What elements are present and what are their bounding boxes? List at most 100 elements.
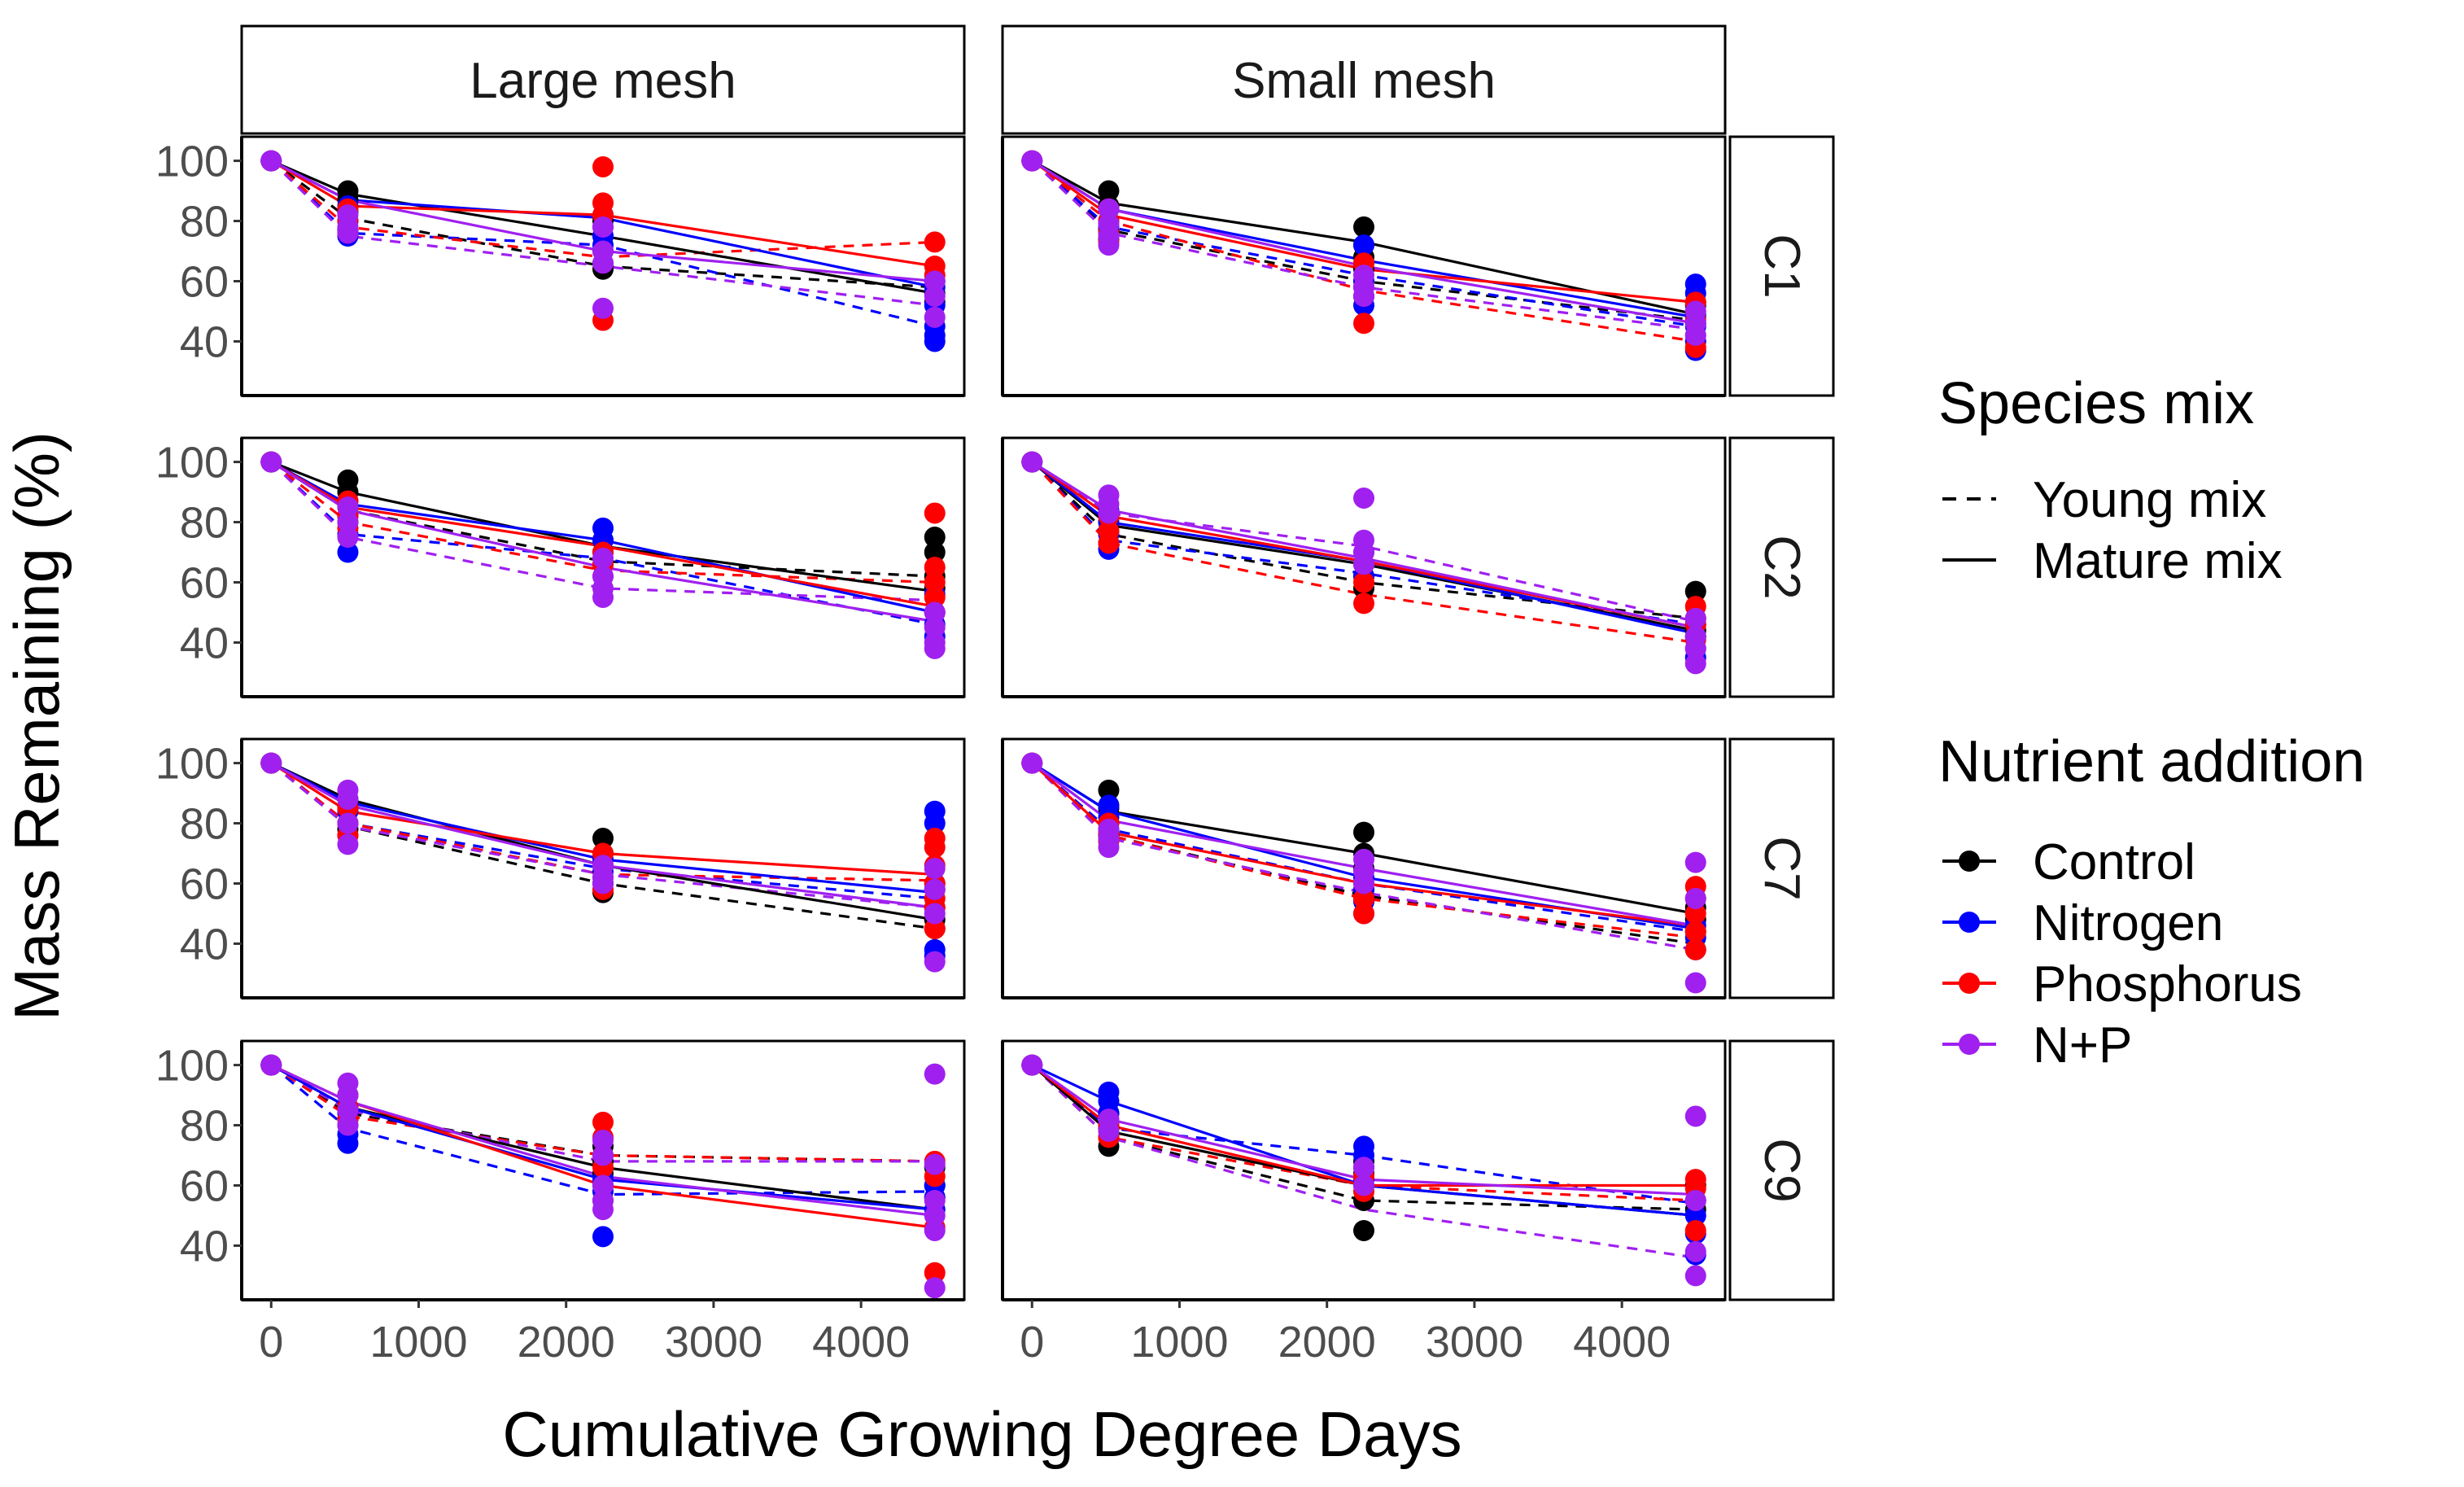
series-line-phosphorus-mature-mix [1031, 762, 1696, 927]
row-strip-box [1728, 1039, 1835, 1301]
data-point-n-plus-p [1353, 553, 1374, 575]
panel-data [1021, 752, 1706, 994]
legend-key-young-mix: Young mix [1942, 472, 2266, 528]
data-point-nitrogen [924, 330, 946, 352]
data-point-phosphorus [1353, 593, 1374, 614]
data-point-n-plus-p [592, 1199, 614, 1221]
row-strip-label: C9 [1754, 1138, 1810, 1202]
data-point-n-plus-p [924, 1063, 946, 1085]
x-tick-label: 1000 [1130, 1318, 1228, 1367]
data-point-n-plus-p [1684, 653, 1706, 675]
data-point-n-plus-p [924, 1189, 946, 1211]
y-tick-label: 80 [180, 800, 229, 849]
series-line-control-mature-mix [270, 461, 935, 593]
data-point-control [1353, 1219, 1374, 1241]
data-point-n-plus-p [592, 216, 614, 238]
data-point-phosphorus [1684, 938, 1706, 960]
data-point-phosphorus [1098, 532, 1120, 554]
series-line-phosphorus-mature-mix [1031, 461, 1697, 629]
series-line-nitrogen-mature-mix [1031, 461, 1697, 635]
data-point-n-plus-p [337, 1114, 359, 1136]
panel-data [260, 752, 946, 973]
panel-large-mesh-c7: 40 60 80 100 [155, 737, 966, 999]
data-point-nitrogen [592, 1226, 614, 1248]
data-point-n-plus-p [337, 1084, 359, 1106]
data-point-n-plus-p [1684, 325, 1706, 347]
legend-title-nutrient-addition: Nutrient addition [1938, 729, 2365, 794]
data-point-control [924, 541, 946, 563]
series-line-n-plus-p-mature-mix [270, 762, 935, 909]
row-strip-box [1728, 135, 1835, 397]
row-strip-c1: C1 [1728, 135, 1835, 397]
legend-label-young-mix: Young mix [2033, 472, 2266, 528]
data-point-n-plus-p [924, 903, 946, 925]
series-line-n-plus-p-mature-mix [270, 160, 935, 283]
data-point-nitrogen [1353, 234, 1374, 256]
series-line-control-young-mix [1031, 1064, 1696, 1211]
row-strip-c9: C9 [1728, 1039, 1835, 1301]
row-strip-label: C2 [1754, 535, 1810, 599]
data-point-n-plus-p [1098, 198, 1120, 220]
data-point-n-plus-p [1684, 1105, 1706, 1127]
series-line-n-plus-p-young-mix [1031, 160, 1696, 331]
legend-label-mature-mix: Mature mix [2033, 533, 2283, 589]
series-line-phosphorus-young-mix [1031, 1064, 1696, 1202]
column-strip-label: Large mesh [470, 53, 736, 109]
column-strip-large-mesh: Large mesh [240, 24, 966, 135]
series-line-n-plus-p-mature-mix [1031, 1064, 1696, 1196]
data-point-n-plus-p [337, 833, 359, 855]
x-tick-label: 2000 [1278, 1318, 1376, 1367]
series-line-nitrogen-young-mix [270, 1064, 935, 1196]
data-point-phosphorus [1684, 1219, 1706, 1241]
x-tick-label: 0 [1020, 1318, 1044, 1367]
data-point-nitrogen [337, 541, 359, 563]
y-tick-label: 40 [180, 920, 229, 969]
data-point-nitrogen [1684, 1205, 1706, 1227]
series-line-n-plus-p-young-mix [270, 762, 935, 909]
data-point-phosphorus [924, 557, 946, 578]
data-point-n-plus-p [592, 1174, 614, 1196]
row-strip-box [1728, 436, 1835, 698]
x-tick-label: 0 [259, 1318, 283, 1367]
series-line-phosphorus-young-mix [1031, 160, 1696, 343]
data-point-control [924, 527, 946, 549]
data-point-n-plus-p [1098, 502, 1120, 524]
series-line-phosphorus-young-mix [270, 160, 935, 259]
data-point-phosphorus [592, 1111, 614, 1133]
row-strip-label: C7 [1754, 836, 1810, 900]
x-tick-label: 3000 [1426, 1318, 1523, 1367]
data-point-phosphorus [592, 155, 614, 177]
panel-large-mesh-c2: 40 60 80 100 [155, 436, 966, 698]
data-point-phosphorus [924, 502, 946, 524]
y-tick-label: 100 [155, 138, 229, 186]
data-point-n-plus-p [924, 1205, 946, 1227]
data-point-n-plus-p [260, 1054, 282, 1076]
legend-label-phosphorus: Phosphorus [2033, 956, 2302, 1012]
data-point-n-plus-p [924, 1219, 946, 1241]
y-tick-label: 80 [180, 1102, 229, 1151]
data-point-n-plus-p [260, 451, 282, 473]
data-point-n-plus-p [337, 788, 359, 810]
data-point-n-plus-p [924, 858, 946, 879]
data-point-n-plus-p [924, 1153, 946, 1175]
series-line-phosphorus-young-mix [270, 461, 935, 584]
data-point-n-plus-p [1684, 851, 1706, 873]
legend-label-nitrogen: Nitrogen [2033, 895, 2223, 951]
data-point-control [1684, 580, 1706, 602]
y-tick-label: 80 [180, 198, 229, 247]
data-point-n-plus-p [924, 306, 946, 328]
data-point-phosphorus [1684, 903, 1706, 925]
data-point-n-plus-p [337, 527, 359, 549]
series-line-n-plus-p-young-mix [270, 1064, 935, 1163]
data-point-n-plus-p [1353, 487, 1374, 509]
data-point-phosphorus [924, 571, 946, 593]
data-point-control [1098, 779, 1120, 801]
series-line-n-plus-p-mature-mix [270, 461, 936, 623]
row-strip-c2: C2 [1728, 436, 1835, 698]
series-line-control-young-mix [1031, 461, 1696, 620]
series-line-phosphorus-young-mix [270, 762, 935, 882]
series-line-nitrogen-young-mix [1031, 1064, 1696, 1205]
data-point-n-plus-p [1684, 1189, 1706, 1211]
data-point-nitrogen [924, 812, 946, 834]
x-tick-label: 1000 [369, 1318, 467, 1367]
